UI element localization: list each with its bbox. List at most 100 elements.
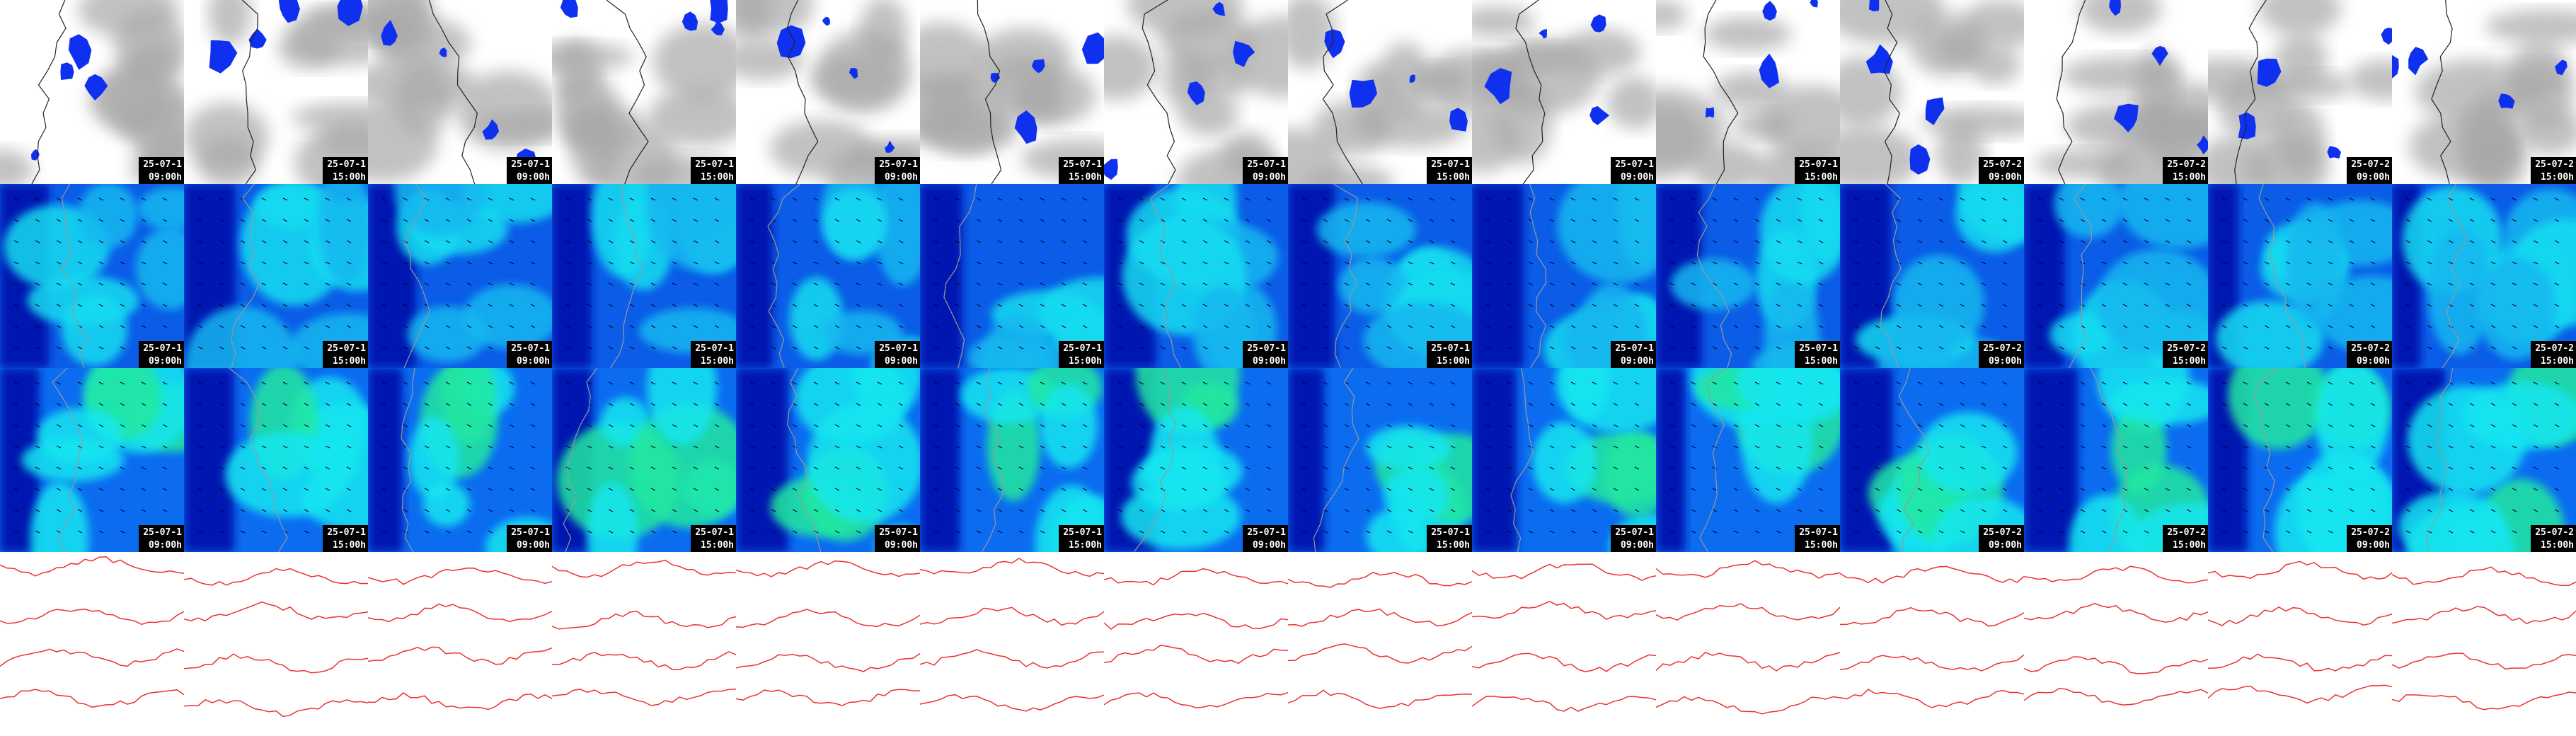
wind-barb: [1875, 346, 1880, 350]
wind-barb: [509, 445, 514, 449]
wind-barb: [771, 445, 776, 449]
map-tile: 25-07-109:00h: [736, 184, 920, 368]
wind-barb: [1754, 530, 1760, 534]
wind-barb: [346, 197, 352, 201]
wind-barb: [261, 197, 267, 201]
wind-barb: [2512, 219, 2517, 222]
wind-barb: [424, 261, 430, 265]
wind-barb: [282, 466, 288, 470]
wind-barb: [141, 219, 146, 222]
dark-strip: [2024, 368, 2078, 552]
wind-barb: [1549, 445, 1555, 449]
wind-barb: [1776, 282, 1781, 286]
wind-barb: [813, 261, 819, 265]
map-tile: 25-07-115:00h: [1656, 0, 1840, 184]
wind-barb: [749, 346, 755, 350]
wind-barb: [1712, 530, 1718, 534]
map-tile: 25-07-215:00h: [2024, 0, 2208, 184]
wind-barb: [197, 197, 203, 201]
wind-barb: [2002, 261, 2008, 265]
wind-barb: [1669, 530, 1675, 534]
wind-barb: [1669, 488, 1675, 491]
rain-area: [1539, 29, 1547, 39]
map-image: [552, 552, 736, 736]
wind-barb: [834, 466, 840, 470]
wind-barb: [1139, 261, 1144, 265]
wind-barb: [346, 488, 352, 491]
timestamp-date: 25-07-1: [879, 159, 918, 170]
contour-line: [1840, 689, 2024, 708]
wind-barb: [162, 445, 168, 449]
wind-barb: [2469, 219, 2475, 222]
wind-barb: [197, 466, 203, 470]
contour-line: [552, 689, 736, 706]
timestamp-time: 09:00h: [1621, 356, 1654, 367]
wind-barb: [1507, 282, 1512, 286]
wind-barb: [2490, 488, 2496, 491]
wind-barb: [1301, 304, 1307, 307]
wind-field: [2398, 490, 2506, 552]
wind-barb: [2101, 445, 2107, 449]
wind-barb: [162, 240, 168, 243]
wind-barb: [1549, 509, 1555, 512]
coastline: [2069, 184, 2093, 368]
timestamp-box: [323, 157, 368, 184]
wind-barb: [1896, 304, 1902, 307]
timestamp-time: 09:00h: [517, 172, 550, 183]
wind-field: [1603, 430, 1656, 518]
wind-barb: [1040, 509, 1045, 512]
wind-barb: [1082, 466, 1088, 470]
wind-barb: [2405, 304, 2411, 307]
wind-barb: [466, 240, 472, 243]
wind-barb: [2512, 403, 2517, 406]
timestamp-time: 09:00h: [885, 540, 918, 551]
wind-field: [1131, 454, 1228, 510]
wind-barb: [304, 424, 309, 427]
contour-line: [920, 694, 1104, 712]
timestamp-box: [2531, 341, 2576, 368]
wind-barb: [1592, 261, 1597, 265]
wind-barb: [1485, 445, 1491, 449]
wind-barb: [1938, 325, 1944, 328]
wind-barb: [1485, 304, 1491, 307]
wind-barb: [771, 403, 776, 406]
wind-barb: [1323, 304, 1328, 307]
wind-barb: [56, 445, 62, 449]
wind-barb: [381, 282, 387, 286]
wind-barb: [346, 219, 352, 222]
wind-barb: [1896, 282, 1902, 286]
wind-barb: [749, 466, 755, 470]
cloud: [1288, 0, 1336, 70]
wind-barb: [877, 445, 882, 449]
map-tile: 25-07-215:00h: [2392, 184, 2576, 368]
wind-barb: [1266, 403, 1272, 406]
wind-barb: [1797, 219, 1802, 222]
wind-barb: [530, 488, 536, 491]
wind-barb: [976, 325, 982, 328]
wind-barb: [2122, 381, 2128, 385]
wind-barb: [1797, 509, 1802, 512]
wind-barb: [1691, 381, 1696, 385]
wind-barb: [771, 424, 776, 427]
wind-field: [822, 188, 887, 260]
wind-barb: [2405, 381, 2411, 385]
wind-barb: [530, 466, 536, 470]
wind-barb: [2448, 381, 2454, 385]
wind-barb: [2264, 325, 2270, 328]
wind-barb: [13, 445, 19, 449]
wind-barb: [2101, 325, 2107, 328]
wind-barb: [346, 403, 352, 406]
wind-barb: [2554, 325, 2560, 328]
wind-barb: [1266, 325, 1272, 328]
wind-barb: [466, 325, 472, 328]
wind-barb: [955, 424, 960, 427]
wind-field: [61, 294, 128, 367]
wind-barb: [282, 381, 288, 385]
map-tile: 25-07-115:00h: [1288, 184, 1472, 368]
wind-barb: [1875, 530, 1880, 534]
wind-barb: [877, 261, 882, 265]
wind-barb: [2512, 282, 2517, 286]
wind-barb: [1592, 197, 1597, 201]
wind-barb: [1061, 219, 1066, 222]
wind-barb: [1429, 261, 1434, 265]
